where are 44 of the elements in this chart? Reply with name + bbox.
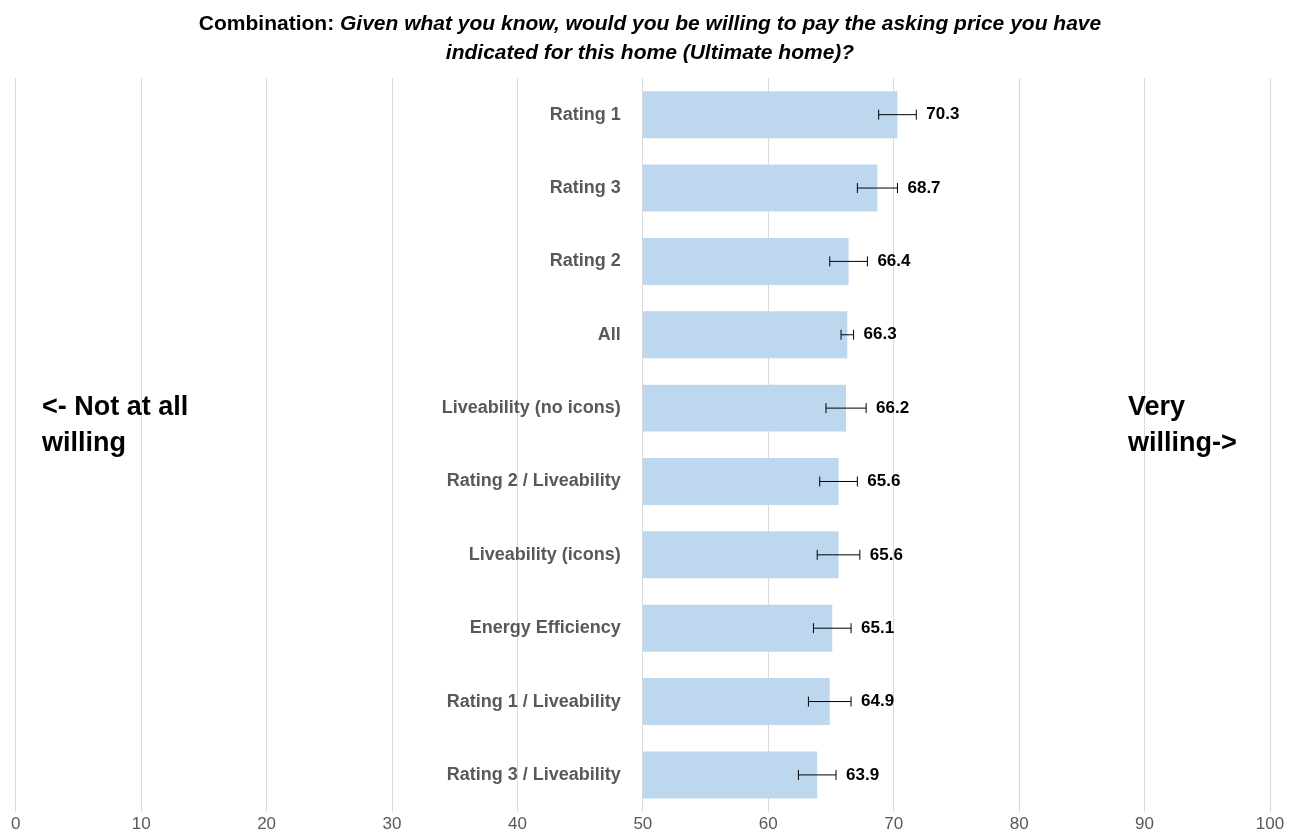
y-tick-label: All bbox=[597, 323, 621, 344]
data-label: 65.1 bbox=[861, 617, 895, 637]
bar bbox=[642, 458, 839, 505]
bar bbox=[642, 164, 878, 212]
x-tick-label: 20 bbox=[257, 814, 277, 834]
data-label: 66.3 bbox=[863, 324, 897, 344]
bar bbox=[642, 678, 830, 726]
bar bbox=[642, 384, 847, 432]
y-tick-label: Energy Efficiency bbox=[469, 617, 621, 638]
bar bbox=[642, 91, 898, 139]
x-tick-label: 30 bbox=[382, 814, 402, 834]
y-tick-label: Rating 2 / Liveability bbox=[446, 470, 621, 491]
x-tick-label: 90 bbox=[1135, 814, 1155, 834]
y-tick-label: Liveability (no icons) bbox=[441, 397, 621, 418]
annotation: <- Not at all willing bbox=[42, 390, 190, 459]
x-tick-label: 40 bbox=[507, 814, 527, 834]
y-tick-label: Rating 2 bbox=[549, 250, 621, 271]
x-tick-label: 50 bbox=[633, 814, 653, 834]
data-label: 65.6 bbox=[869, 544, 903, 564]
x-tick-label: 60 bbox=[758, 814, 778, 834]
bar bbox=[642, 604, 833, 652]
data-label: 64.9 bbox=[861, 691, 895, 711]
y-tick-label: Rating 1 / Liveability bbox=[446, 690, 621, 711]
bar bbox=[642, 311, 848, 359]
y-tick-label: Rating 3 bbox=[549, 177, 621, 198]
bar bbox=[642, 751, 818, 799]
x-tick-label: 0 bbox=[10, 814, 21, 834]
data-label: 68.7 bbox=[907, 177, 941, 197]
data-label: 63.9 bbox=[846, 764, 880, 784]
x-tick-label: 80 bbox=[1009, 814, 1029, 834]
bar bbox=[642, 237, 849, 285]
y-tick-label: Rating 1 bbox=[549, 103, 621, 124]
data-label: 70.3 bbox=[926, 104, 960, 124]
chart-title: Combination: Given what you know, would you be willing to pay the asking price you have indicated for this home (Ultimate home)? bbox=[198, 11, 1102, 63]
y-tick-label: Rating 3 / Liveability bbox=[446, 763, 621, 784]
x-tick-label: 100 bbox=[1255, 814, 1285, 834]
annotation: Very willing-> bbox=[1128, 390, 1238, 459]
bar bbox=[642, 531, 839, 579]
data-label: 65.6 bbox=[867, 471, 901, 491]
x-tick-label: 70 bbox=[884, 814, 904, 834]
data-label: 66.4 bbox=[877, 251, 912, 271]
y-tick-label: Liveability (icons) bbox=[468, 543, 621, 564]
x-tick-label: 10 bbox=[131, 814, 151, 834]
data-label: 66.2 bbox=[876, 397, 910, 417]
